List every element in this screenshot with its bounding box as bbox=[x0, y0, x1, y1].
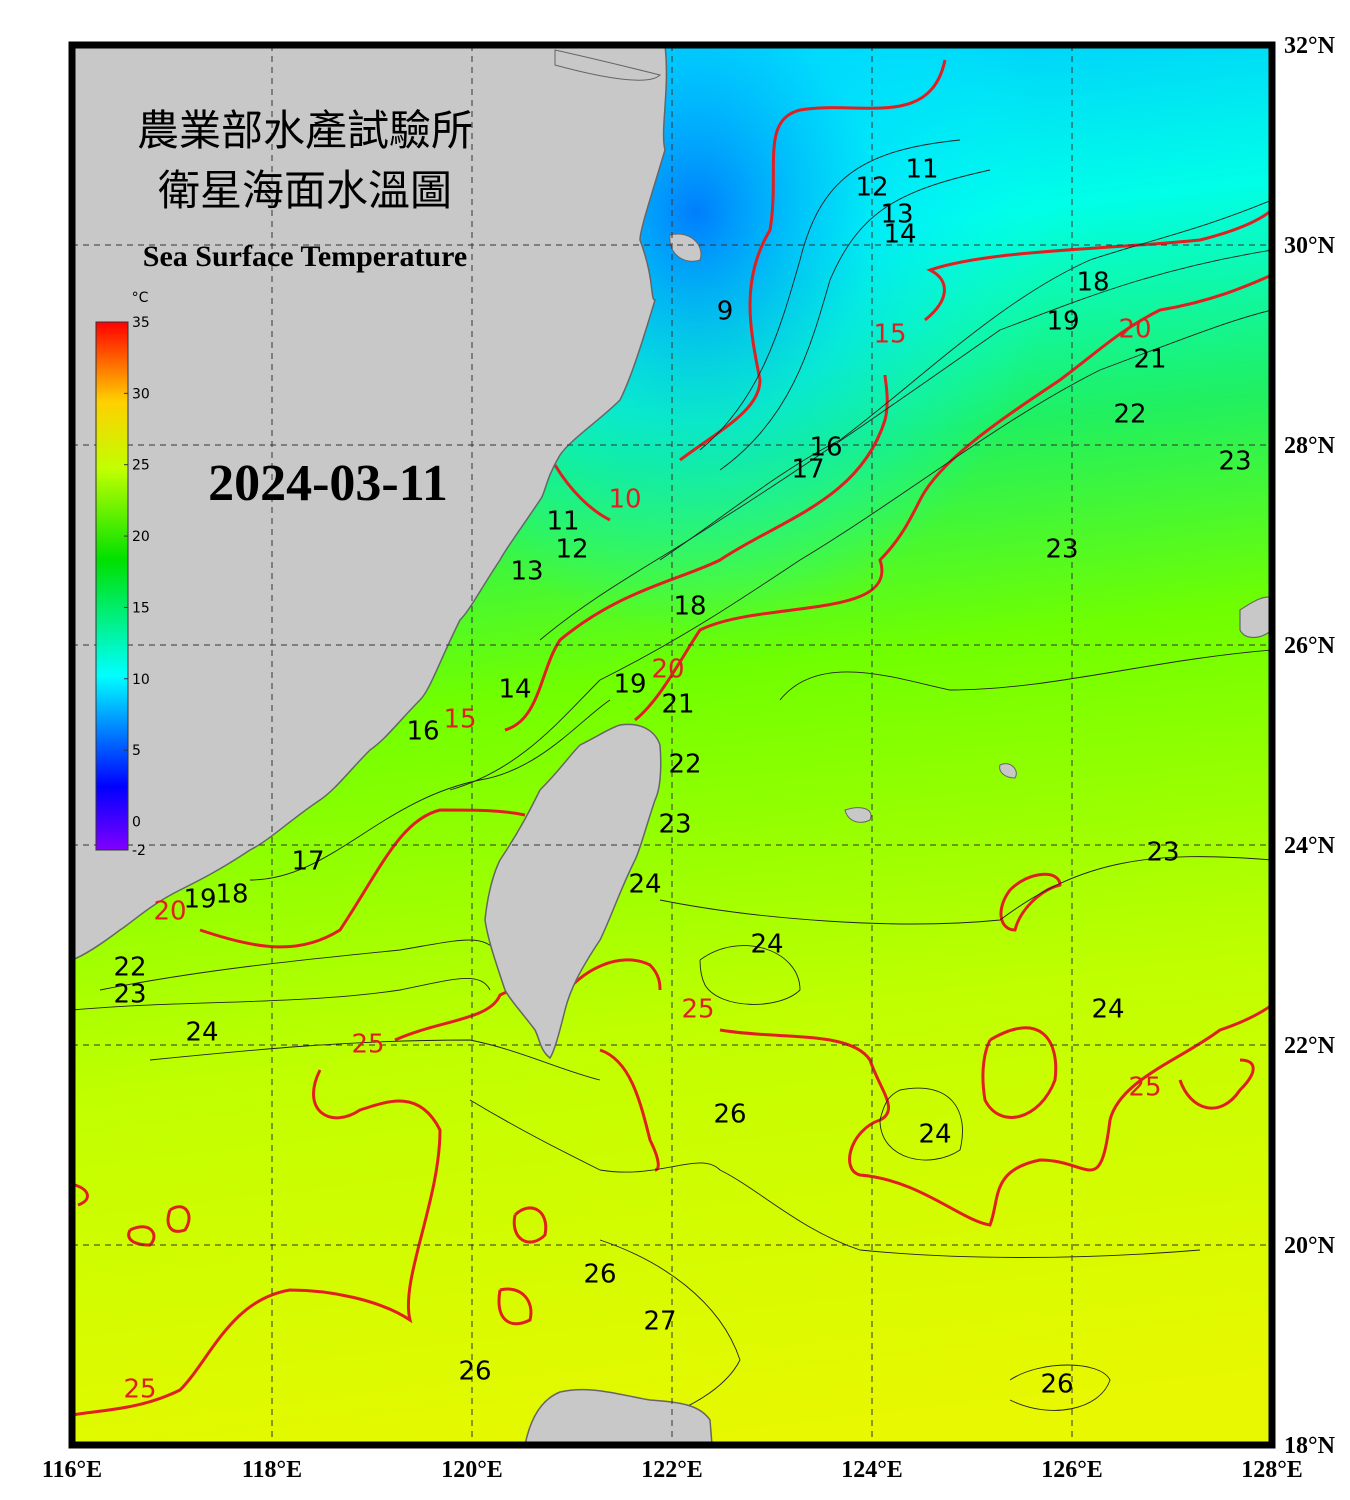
contour-label: 14 bbox=[883, 220, 916, 250]
mainland bbox=[72, 45, 668, 961]
island bbox=[999, 763, 1017, 779]
contour-label: 22 bbox=[113, 953, 146, 983]
axes: 116°E 118°E 120°E 122°E 124°E 126°E 128°E18°N 2… bbox=[42, 33, 1336, 1483]
contour-label: 24 bbox=[750, 930, 783, 960]
contour-label: 15 bbox=[873, 320, 906, 350]
contour-label: 24 bbox=[918, 1120, 951, 1150]
graticule bbox=[72, 45, 1272, 1445]
island bbox=[669, 233, 702, 262]
title-zh: 農業部水產試驗所 bbox=[137, 106, 473, 155]
y-tick-label: 24°N bbox=[1284, 833, 1336, 859]
title-en: Sea Surface Temperature bbox=[143, 240, 467, 273]
island bbox=[1239, 596, 1272, 639]
contour-label: 15 bbox=[443, 705, 476, 735]
contour-label: 26 bbox=[583, 1260, 616, 1290]
subtitle-zh: 衛星海面水溫圖 bbox=[158, 166, 452, 215]
x-tick-label: 120°E bbox=[441, 1457, 503, 1483]
x-tick-label: 116°E bbox=[42, 1457, 102, 1483]
colorbar-tick-label: 15 bbox=[132, 600, 150, 616]
contour-label: 18 bbox=[1076, 268, 1109, 298]
colorbar-tick-label: 25 bbox=[132, 458, 150, 474]
contour-label: 19 bbox=[183, 885, 216, 915]
colorbar-tick-label: 30 bbox=[132, 386, 150, 402]
y-tick-label: 22°N bbox=[1284, 1033, 1336, 1059]
x-tick-label: 124°E bbox=[841, 1457, 903, 1483]
luzon bbox=[524, 1388, 713, 1445]
contour-label: 24 bbox=[1091, 995, 1124, 1025]
contour-label: 12 bbox=[855, 173, 888, 203]
colorbar-tick-label: 0 bbox=[132, 814, 141, 830]
contour-label: 18 bbox=[215, 880, 248, 910]
contour-label: 21 bbox=[1133, 345, 1166, 375]
y-tick-label: 20°N bbox=[1284, 1233, 1336, 1259]
red-isotherms bbox=[72, 59, 1272, 1417]
colorbar-unit: °C bbox=[132, 290, 149, 306]
contour-label: 26 bbox=[458, 1357, 491, 1387]
contour-label: 20 bbox=[651, 655, 684, 685]
map-frame bbox=[68, 41, 1276, 1449]
contour-label: 19 bbox=[613, 670, 646, 700]
contour-label: 26 bbox=[713, 1100, 746, 1130]
contour-label: 18 bbox=[673, 592, 706, 622]
contour-label: 13 bbox=[880, 200, 913, 230]
contour-label: 12 bbox=[555, 535, 588, 565]
contour-label: 21 bbox=[661, 690, 694, 720]
contour-label: 27 bbox=[643, 1307, 676, 1337]
y-tick-label: 32°N bbox=[1284, 33, 1336, 59]
contour-label: 23 bbox=[1218, 447, 1251, 477]
colorbar-tick-label: 35 bbox=[132, 315, 150, 331]
contour-label: 23 bbox=[1045, 535, 1078, 565]
contour-label: 25 bbox=[123, 1375, 156, 1405]
colorbar-tick-label: -2 bbox=[132, 843, 146, 859]
island bbox=[844, 807, 872, 823]
island bbox=[554, 49, 661, 81]
contour-label: 24 bbox=[185, 1018, 218, 1048]
contour-label: 13 bbox=[510, 557, 543, 587]
contour-label: 14 bbox=[498, 675, 531, 705]
contour-label: 20 bbox=[153, 897, 186, 927]
colorbar bbox=[95, 321, 129, 851]
contour-label: 23 bbox=[1146, 838, 1179, 868]
colorbar-tick-label: 10 bbox=[132, 672, 150, 688]
contour-label: 19 bbox=[1046, 307, 1079, 337]
x-tick-label: 126°E bbox=[1041, 1457, 1103, 1483]
contour-label: 9 bbox=[717, 297, 734, 327]
y-tick-label: 26°N bbox=[1284, 633, 1336, 659]
y-tick-label: 18°N bbox=[1284, 1433, 1336, 1459]
x-tick-label: 128°E bbox=[1241, 1457, 1303, 1483]
contour-label: 23 bbox=[658, 810, 691, 840]
x-tick-label: 118°E bbox=[242, 1457, 302, 1483]
contour-label: 26 bbox=[1040, 1370, 1073, 1400]
contour-label: 11 bbox=[905, 155, 938, 185]
date: 2024-03-11 bbox=[208, 455, 448, 512]
contour-label: 22 bbox=[1113, 400, 1146, 430]
contour-label: 24 bbox=[628, 870, 661, 900]
colorbar-tick-label: 5 bbox=[132, 743, 141, 759]
contour-label: 25 bbox=[351, 1030, 384, 1060]
y-tick-label: 30°N bbox=[1284, 233, 1336, 259]
taiwan bbox=[484, 723, 662, 1060]
contour-label: 25 bbox=[1128, 1073, 1161, 1103]
contour-label: 16 bbox=[809, 433, 842, 463]
contour-label: 10 bbox=[608, 485, 641, 515]
contour-label: 25 bbox=[681, 995, 714, 1025]
y-tick-label: 28°N bbox=[1284, 433, 1336, 459]
contour-label: 23 bbox=[113, 980, 146, 1010]
contour-label: 17 bbox=[791, 455, 824, 485]
contour-label: 22 bbox=[668, 750, 701, 780]
contour-label: 11 bbox=[546, 507, 579, 537]
x-tick-label: 122°E bbox=[641, 1457, 703, 1483]
colorbar-tick-label: 20 bbox=[132, 529, 150, 545]
colorbar-ticks: -2 0 5 10 15 20 25 30 35 bbox=[124, 315, 150, 859]
contour-label: 16 bbox=[406, 717, 439, 747]
contour-label: 20 bbox=[1118, 315, 1151, 345]
contour-label: 17 bbox=[291, 847, 324, 877]
